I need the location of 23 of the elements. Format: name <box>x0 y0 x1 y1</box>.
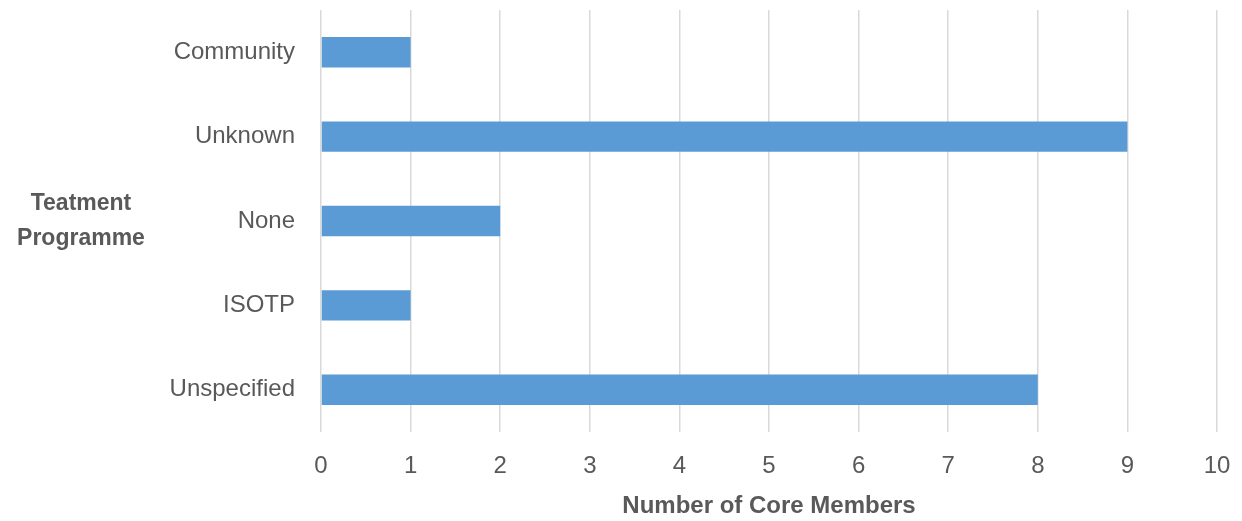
x-tick-label: 7 <box>941 451 955 479</box>
x-tick-label: 8 <box>1031 451 1045 479</box>
bar <box>321 121 1128 152</box>
x-tick-label: 10 <box>1203 451 1231 479</box>
bar <box>321 37 411 68</box>
x-tick-label: 4 <box>672 451 687 479</box>
x-tick-label: 1 <box>403 451 418 479</box>
x-tick-label: 6 <box>851 451 866 479</box>
y-tick-label: Unknown <box>194 121 295 149</box>
bar <box>321 374 1038 405</box>
y-axis-title: Teatment Programme <box>16 188 146 252</box>
bar <box>321 290 411 321</box>
y-tick-label: ISOTP <box>222 290 295 318</box>
x-tick-label: 9 <box>1120 451 1135 479</box>
x-tick-label: 2 <box>493 451 507 479</box>
x-axis-title: Number of Core Members <box>622 491 916 519</box>
x-tick-label: 3 <box>583 451 597 479</box>
x-tick-label: 0 <box>314 451 328 479</box>
bar <box>321 205 501 237</box>
y-tick-label: Community <box>173 36 295 64</box>
y-tick-label: None <box>237 205 295 233</box>
x-tick-label: 5 <box>762 451 776 479</box>
y-tick-label: Unspecified <box>169 374 295 402</box>
